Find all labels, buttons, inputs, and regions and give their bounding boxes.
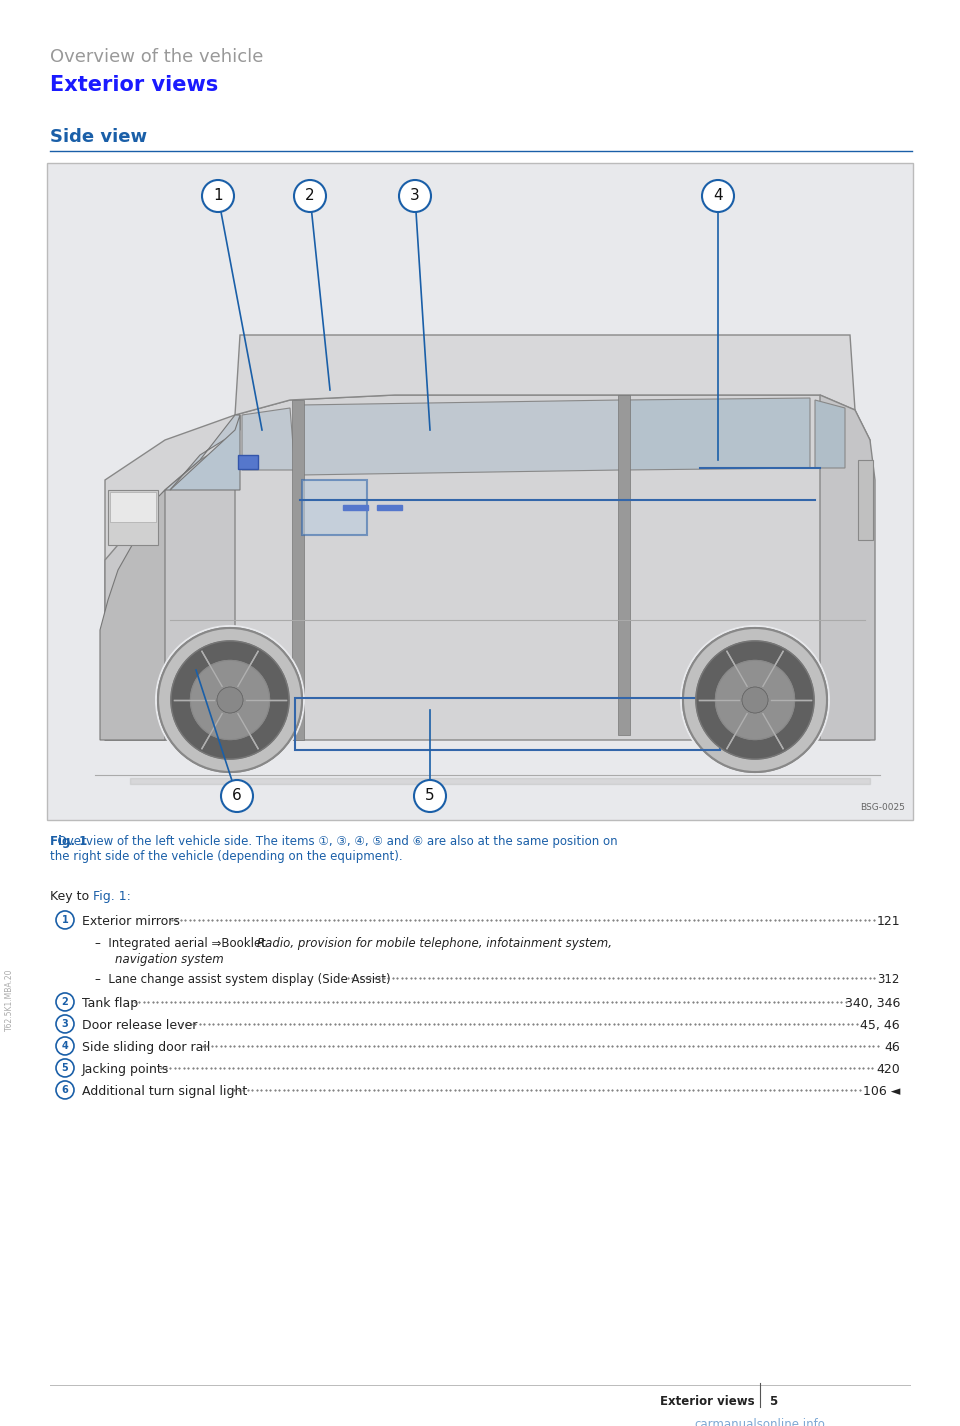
Text: Fig. 1:: Fig. 1:	[93, 890, 131, 903]
Bar	[292, 401, 304, 740]
Polygon shape	[105, 395, 870, 740]
Text: 312: 312	[877, 973, 900, 985]
Bar	[377, 505, 402, 511]
Text: T62.5K1.MBA.20: T62.5K1.MBA.20	[5, 968, 13, 1031]
Text: Radio, provision for mobile telephone, infotainment system,: Radio, provision for mobile telephone, i…	[257, 937, 612, 950]
Bar	[858, 461, 873, 540]
Text: Key to: Key to	[50, 890, 93, 903]
Circle shape	[680, 625, 830, 774]
Text: 1: 1	[61, 915, 68, 925]
Text: –  Lane change assist system display (Side Assist): – Lane change assist system display (Sid…	[95, 973, 391, 985]
Text: 5: 5	[769, 1395, 778, 1407]
Text: 420: 420	[876, 1062, 900, 1077]
Circle shape	[715, 660, 795, 740]
Text: carmanualsonline.info: carmanualsonline.info	[695, 1417, 826, 1426]
Polygon shape	[100, 491, 165, 740]
Text: 3: 3	[61, 1020, 68, 1030]
Text: 2: 2	[305, 188, 315, 204]
Circle shape	[158, 627, 302, 771]
Circle shape	[221, 780, 253, 811]
Polygon shape	[242, 408, 295, 471]
Circle shape	[190, 660, 270, 740]
Text: 106 ◄: 106 ◄	[863, 1085, 900, 1098]
Circle shape	[171, 640, 289, 759]
Text: Side sliding door rail: Side sliding door rail	[82, 1041, 210, 1054]
Polygon shape	[820, 395, 875, 740]
Bar	[108, 491, 158, 545]
Polygon shape	[625, 398, 810, 471]
Polygon shape	[815, 401, 845, 468]
Text: Tank flap: Tank flap	[82, 997, 138, 1010]
Circle shape	[715, 660, 795, 740]
Circle shape	[294, 180, 326, 212]
Circle shape	[742, 687, 768, 713]
Text: 5: 5	[61, 1062, 68, 1072]
Text: 4: 4	[713, 188, 723, 204]
Bar	[302, 481, 367, 535]
Text: 121: 121	[876, 915, 900, 928]
Text: Exterior mirrors: Exterior mirrors	[82, 915, 180, 928]
Circle shape	[702, 180, 734, 212]
Text: 6: 6	[61, 1085, 68, 1095]
Circle shape	[171, 640, 289, 759]
Circle shape	[696, 640, 814, 759]
Text: 4: 4	[61, 1041, 68, 1051]
Bar	[295, 697, 720, 750]
Circle shape	[414, 780, 446, 811]
Text: Overview of the left vehicle side. The items ①, ③, ④, ⑤ and ⑥ are also at the sa: Overview of the left vehicle side. The i…	[50, 836, 617, 863]
Text: Additional turn signal light: Additional turn signal light	[82, 1085, 248, 1098]
Circle shape	[158, 627, 302, 771]
Polygon shape	[235, 335, 855, 415]
Circle shape	[696, 640, 814, 759]
Circle shape	[155, 625, 305, 774]
Circle shape	[56, 1015, 74, 1032]
Circle shape	[683, 627, 827, 771]
Circle shape	[217, 687, 243, 713]
Circle shape	[56, 911, 74, 928]
Text: Fig. 1: Fig. 1	[50, 836, 87, 848]
Text: 1: 1	[213, 188, 223, 204]
Text: BSG-0025: BSG-0025	[860, 803, 905, 811]
Circle shape	[683, 627, 827, 771]
Circle shape	[742, 687, 768, 713]
Circle shape	[202, 180, 234, 212]
Circle shape	[56, 1037, 74, 1055]
Text: Exterior views: Exterior views	[660, 1395, 755, 1407]
Polygon shape	[165, 415, 240, 491]
Text: 46: 46	[884, 1041, 900, 1054]
Text: 3: 3	[410, 188, 420, 204]
Text: 45, 46: 45, 46	[860, 1020, 900, 1032]
Circle shape	[217, 687, 243, 713]
Circle shape	[56, 992, 74, 1011]
Bar	[238, 455, 258, 469]
Text: navigation system: navigation system	[115, 953, 224, 965]
Bar	[47, 163, 913, 820]
Text: 5: 5	[425, 789, 435, 803]
Text: 6: 6	[232, 789, 242, 803]
Text: Jacking points: Jacking points	[82, 1062, 169, 1077]
Text: Door release lever: Door release lever	[82, 1020, 198, 1032]
Text: Overview of the vehicle: Overview of the vehicle	[50, 48, 263, 66]
Text: Exterior views: Exterior views	[50, 76, 218, 96]
Polygon shape	[170, 415, 240, 491]
Bar	[618, 395, 630, 734]
Polygon shape	[105, 441, 235, 740]
Bar	[110, 492, 156, 522]
Bar	[343, 505, 368, 511]
Text: –  Integrated aerial ⇒Booklet: – Integrated aerial ⇒Booklet	[95, 937, 270, 950]
Text: 340, 346: 340, 346	[845, 997, 900, 1010]
Text: 2: 2	[61, 997, 68, 1007]
Circle shape	[56, 1081, 74, 1099]
Circle shape	[56, 1060, 74, 1077]
Text: Side view: Side view	[50, 128, 147, 145]
Circle shape	[190, 660, 270, 740]
Circle shape	[399, 180, 431, 212]
Polygon shape	[300, 401, 620, 475]
